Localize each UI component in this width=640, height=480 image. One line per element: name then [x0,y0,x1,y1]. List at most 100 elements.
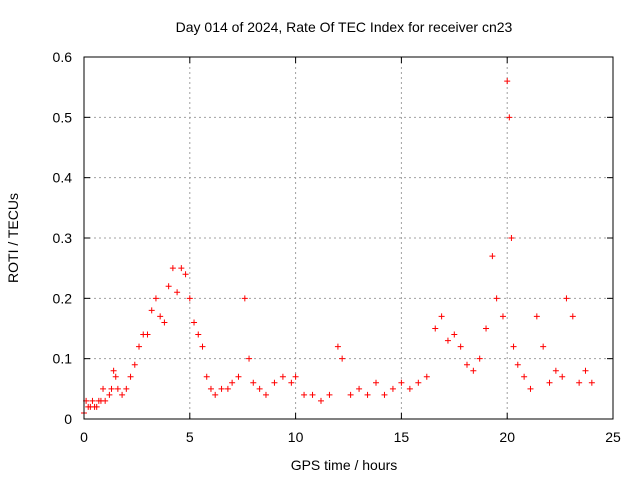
data-point [195,331,202,338]
data-point [114,385,121,392]
data-point [499,313,506,320]
x-tick-label: 25 [605,429,621,445]
data-point [576,379,583,386]
data-point [451,331,458,338]
data-point [569,313,576,320]
data-point [510,343,517,350]
data-point [309,391,316,398]
data-point [347,391,354,398]
data-point [203,373,210,380]
data-point [288,379,295,386]
data-point [271,379,278,386]
data-point [470,367,477,374]
data-point [423,373,430,380]
x-tick-label: 10 [288,429,304,445]
data-point [106,391,113,398]
data-point [144,331,151,338]
data-point [444,337,451,344]
x-tick-label: 5 [186,429,194,445]
data-point [256,385,263,392]
data-point [582,367,589,374]
data-point [559,373,566,380]
y-axis-label: ROTI / TECUs [5,193,21,283]
data-point [438,313,445,320]
data-point [406,385,413,392]
data-point [527,385,534,392]
data-point [489,253,496,260]
data-point [326,391,333,398]
data-point [108,385,115,392]
data-point [334,343,341,350]
data-point [506,114,513,121]
data-point [563,295,570,302]
data-point [279,373,286,380]
data-point [356,385,363,392]
data-point [546,379,553,386]
data-point [292,373,299,380]
y-tick-label: 0.3 [53,230,73,246]
data-point [229,379,236,386]
data-point [131,361,138,368]
y-tick-label: 0.4 [53,170,73,186]
data-point [186,295,193,302]
data-point [493,295,500,302]
data-point [389,385,396,392]
y-tick-label: 0.6 [53,49,73,65]
data-point [301,391,308,398]
data-point [373,379,380,386]
chart-title: Day 014 of 2024, Rate Of TEC Index for r… [176,19,513,35]
y-tick-label: 0.5 [53,109,73,125]
y-tick-label: 0.1 [53,351,73,367]
data-point [432,325,439,332]
data-point [178,265,185,272]
data-point [182,271,189,278]
data-point [381,391,388,398]
data-point [483,325,490,332]
data-point [161,319,168,326]
data-point [364,391,371,398]
x-axis-label: GPS time / hours [291,457,398,473]
data-point [165,283,172,290]
data-point [241,295,248,302]
data-point [463,361,470,368]
data-point [89,397,96,404]
data-points [81,78,595,416]
data-point [148,307,155,314]
y-tick-label: 0 [64,411,72,427]
data-point [508,235,515,241]
data-point [540,343,547,350]
grid-lines [84,57,613,419]
data-point [588,379,595,386]
data-point [110,367,117,374]
data-point [127,373,134,380]
data-point [93,403,100,410]
x-tick-label: 0 [80,429,88,445]
data-point [123,385,130,392]
data-point [169,265,176,272]
data-point [533,313,540,320]
data-point [218,385,225,392]
data-point [504,78,511,85]
y-axis-ticks: 0 0.1 0.2 0.3 0.4 0.5 0.6 [53,49,613,427]
data-point [521,373,528,380]
x-tick-label: 15 [394,429,410,445]
data-point [250,379,257,386]
plot-frame [83,56,614,420]
data-point [235,373,242,380]
data-point [262,391,269,398]
data-point [199,343,206,350]
data-point [152,295,159,302]
data-point [102,397,109,404]
data-point [457,343,464,350]
data-point [339,355,346,362]
data-point [100,385,107,392]
data-point [246,355,253,362]
data-point [191,319,198,326]
data-point [136,343,143,350]
data-point [552,367,559,374]
data-point [476,355,483,362]
data-point [317,397,324,404]
data-point [207,385,214,392]
y-tick-label: 0.2 [53,290,73,306]
